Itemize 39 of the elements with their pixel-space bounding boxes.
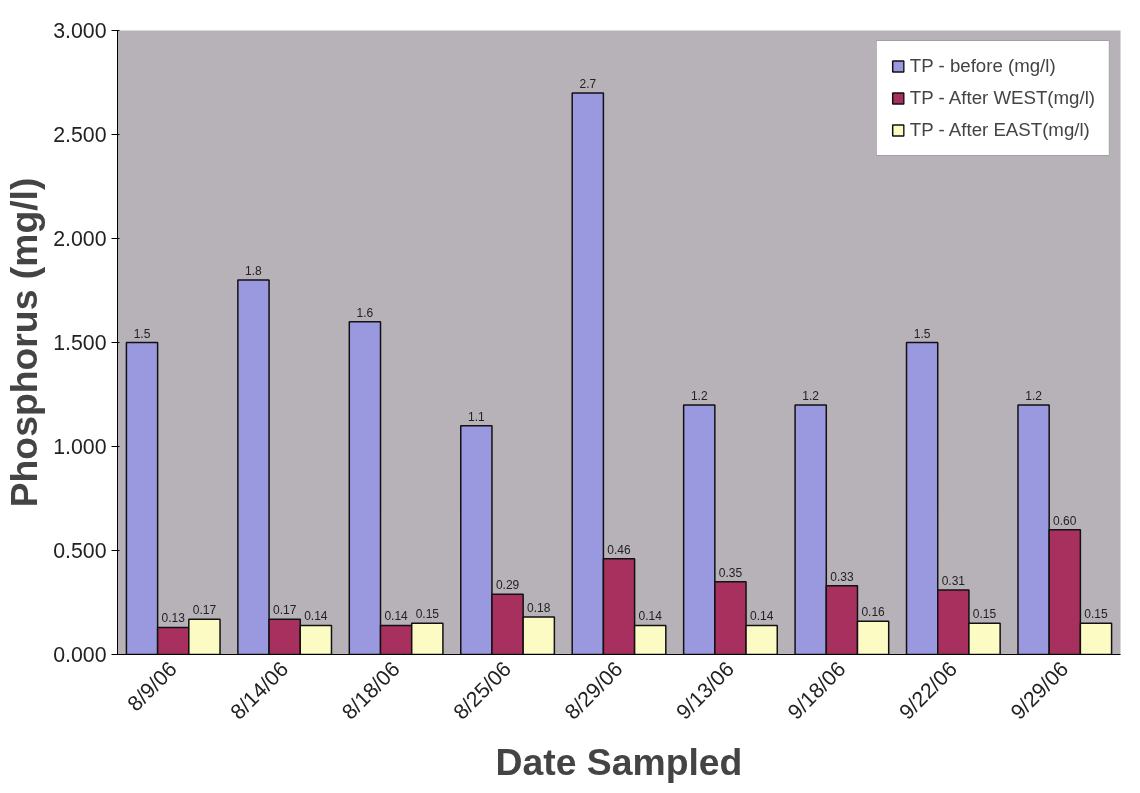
y-tick-label: 1.500 (53, 331, 107, 355)
data-label: 0.14 (749, 609, 774, 624)
data-label: 1.8 (245, 264, 263, 279)
data-label: 0.15 (1084, 607, 1108, 622)
data-label: 1.5 (133, 326, 151, 341)
data-label: 0.31 (941, 574, 966, 589)
legend-label: TP - After WEST(mg/l) (909, 87, 1095, 109)
data-label: 0.18 (527, 601, 551, 616)
data-label: 0.13 (161, 611, 186, 626)
legend-label: TP - After EAST(mg/l) (909, 119, 1090, 141)
legend-label: TP - before (mg/l) (909, 55, 1056, 77)
data-label: 0.29 (495, 578, 520, 593)
y-tick-label: 1.000 (53, 435, 107, 459)
data-label: 1.2 (802, 388, 820, 403)
y-axis-title: Phosphorus (mg/l) (3, 177, 46, 508)
x-axis-title: Date Sampled (495, 740, 743, 783)
data-label: 1.6 (356, 305, 374, 320)
data-label: 0.17 (192, 603, 217, 618)
y-tick-label: 2.500 (53, 123, 107, 147)
data-label: 2.7 (579, 76, 597, 91)
data-label: 0.14 (304, 609, 328, 624)
data-label: 0.35 (718, 565, 743, 580)
data-label: 0.14 (384, 609, 409, 624)
data-label: 0.15 (972, 607, 997, 622)
data-label: 0.16 (861, 605, 886, 620)
y-tick-label: 0.000 (53, 643, 107, 667)
data-label: 0.46 (607, 542, 631, 557)
data-label: 0.33 (830, 569, 854, 584)
data-label: 0.17 (272, 603, 297, 618)
y-tick-label: 3.000 (53, 19, 107, 43)
y-tick-label: 2.000 (53, 227, 107, 251)
data-label: 1.2 (690, 388, 708, 403)
data-label: 0.15 (415, 607, 440, 622)
data-label: 1.1 (468, 409, 486, 424)
y-tick-label: 0.500 (53, 539, 107, 563)
data-label: 1.2 (1025, 388, 1043, 403)
data-label: 0.14 (638, 609, 663, 624)
data-label: 0.60 (1053, 513, 1077, 528)
data-label: 1.5 (913, 326, 931, 341)
